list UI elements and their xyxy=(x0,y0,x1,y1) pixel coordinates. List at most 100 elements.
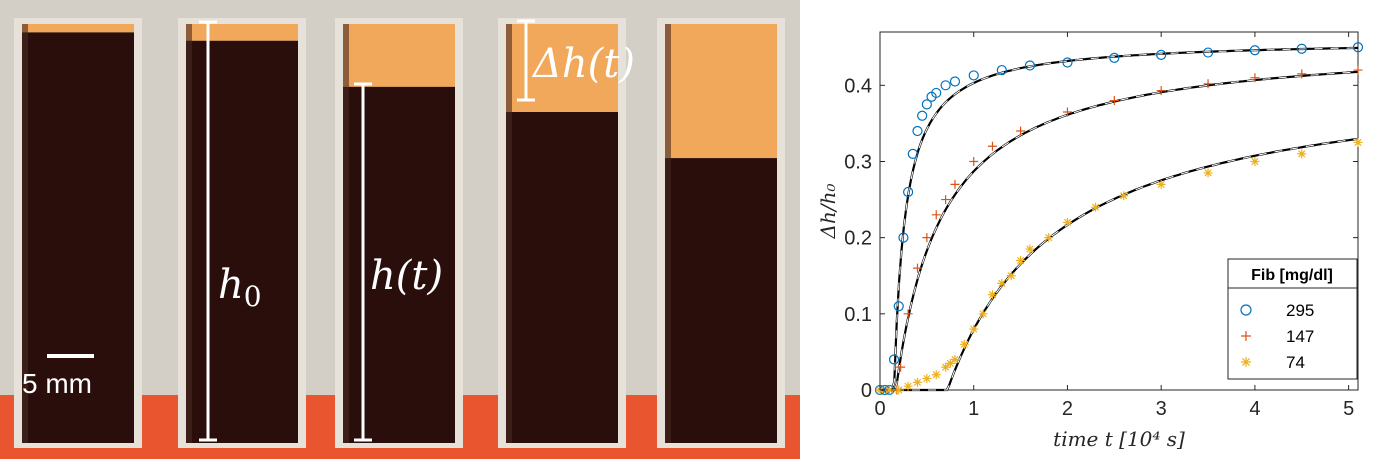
data-point xyxy=(1203,79,1213,89)
legend-items: 295 147 74 xyxy=(1240,301,1314,372)
data-point xyxy=(1250,73,1260,83)
x-tick-label: 0 xyxy=(874,398,885,420)
fit-curve-dash xyxy=(880,47,1359,391)
legend-entry-label: 74 xyxy=(1286,353,1305,372)
data-point xyxy=(941,362,951,372)
data-point xyxy=(1016,256,1026,266)
data-point xyxy=(1353,137,1363,147)
data-point xyxy=(894,385,904,395)
data-point xyxy=(1250,156,1260,166)
x-tick-label: 4 xyxy=(1249,398,1260,420)
data-point xyxy=(950,179,960,189)
y-tick-label: 0.1 xyxy=(844,304,872,326)
legend: Fib [mg/dl] 295 147 74 xyxy=(1227,258,1358,380)
data-point xyxy=(945,358,955,368)
data-point xyxy=(1109,52,1120,63)
data-point xyxy=(1156,179,1166,189)
data-point xyxy=(969,324,979,334)
h0-measure: h0 xyxy=(199,20,262,442)
data-point xyxy=(912,377,922,387)
data-point xyxy=(1025,244,1035,254)
legend-entry-label: 295 xyxy=(1286,301,1314,320)
data-point xyxy=(903,309,913,319)
blood-layer xyxy=(186,40,298,443)
data-point xyxy=(931,87,942,99)
data-point xyxy=(1156,49,1167,60)
legend-entry-label: 147 xyxy=(1286,327,1314,346)
data-point xyxy=(903,381,913,391)
chart-canvas: 0 1 2 3 4 5 0 0.1 0.2 0.3 0.4 time t [10⁴ s] Δh/h₀… xyxy=(816,31,1364,451)
data-point xyxy=(987,290,997,300)
data-point xyxy=(987,141,997,151)
data-point xyxy=(1119,191,1129,201)
data-point xyxy=(1297,69,1307,79)
data-point xyxy=(940,80,951,91)
data-point xyxy=(912,125,923,137)
sample-tube xyxy=(178,18,306,448)
ht-label: h(t) xyxy=(370,253,443,299)
sample-tube xyxy=(657,18,785,448)
y-tick-label: 0.3 xyxy=(844,151,872,173)
data-point xyxy=(884,385,894,395)
data-point xyxy=(1016,126,1026,136)
y-axis-label: Δh/h₀ xyxy=(816,184,840,240)
data-point xyxy=(1024,60,1036,71)
y-tick-label: 0.4 xyxy=(844,75,872,97)
blood-layer xyxy=(22,32,134,443)
data-point xyxy=(1091,202,1101,212)
data-point xyxy=(1241,357,1251,367)
data-point xyxy=(959,339,969,349)
x-tick-label: 3 xyxy=(1156,398,1167,420)
data-point xyxy=(1062,107,1072,117)
data-point xyxy=(1296,43,1307,54)
data-point xyxy=(969,156,979,166)
data-point xyxy=(917,110,928,121)
data-point xyxy=(1249,45,1261,56)
blood-layer xyxy=(665,158,777,443)
data-point xyxy=(931,370,941,380)
ht-measure: h(t) xyxy=(354,82,443,442)
y-tick-label: 0.2 xyxy=(844,228,872,250)
x-tick-label: 2 xyxy=(1062,398,1073,420)
data-point xyxy=(922,374,932,384)
data-point xyxy=(949,76,961,87)
data-point xyxy=(1203,168,1213,178)
data-point xyxy=(888,354,900,365)
data-point xyxy=(1241,331,1251,341)
data-point xyxy=(921,99,932,110)
data-point xyxy=(907,148,918,159)
data-point xyxy=(997,278,1007,288)
fit-curve-dash xyxy=(880,138,1359,391)
data-point xyxy=(1062,57,1073,68)
data-point xyxy=(1353,65,1363,75)
data-point xyxy=(1044,233,1054,243)
data-point xyxy=(968,70,979,81)
data-point xyxy=(1202,47,1214,58)
data-point xyxy=(950,355,960,365)
data-point xyxy=(1006,271,1016,281)
data-point xyxy=(912,263,922,273)
x-axis-label: time t [10⁴ s] xyxy=(1053,427,1185,451)
data-point xyxy=(922,233,932,243)
data-point xyxy=(941,195,951,205)
plasma-layer xyxy=(665,24,777,159)
data-point xyxy=(1156,86,1166,96)
dht-label: Δh(t) xyxy=(531,41,635,87)
plasma-layer xyxy=(186,24,298,41)
plasma-layer xyxy=(22,24,134,33)
x-tick-label: 5 xyxy=(1343,398,1354,420)
data-point xyxy=(898,232,909,243)
x-tick-label: 1 xyxy=(968,398,979,420)
tubes xyxy=(14,18,785,448)
photo-canvas: h0 h(t) Δh(t) 5 mm xyxy=(0,0,800,459)
sedimentation-chart: 0 1 2 3 4 5 0 0.1 0.2 0.3 0.4 time t [10⁴ s] Δh/h₀… xyxy=(800,0,1378,459)
sample-tube xyxy=(14,18,142,448)
scale-bar: 5 mm xyxy=(22,354,94,399)
legend-title: Fib [mg/dl] xyxy=(1251,267,1333,284)
data-point xyxy=(1297,149,1307,159)
dht-measure: Δh(t) xyxy=(517,19,635,102)
data-point xyxy=(1062,217,1072,227)
data-point xyxy=(978,309,988,319)
scale-bar-label: 5 mm xyxy=(22,368,92,399)
data-point xyxy=(893,301,904,312)
